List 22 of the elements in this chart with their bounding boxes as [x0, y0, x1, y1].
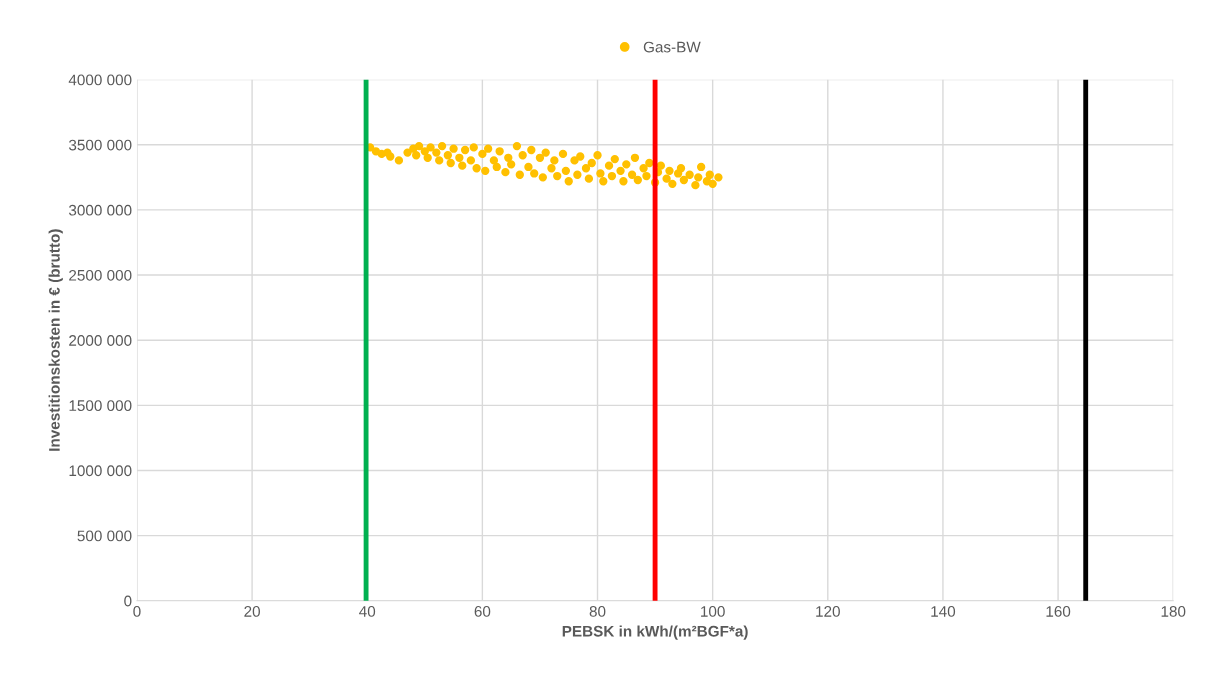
legend-label: Gas-BW — [643, 41, 701, 53]
y-tick-label: 1000 000 — [69, 465, 132, 477]
x-tick-label: 20 — [244, 606, 260, 617]
y-tick-label: 4000 000 — [68, 74, 132, 86]
x-tick-label: 120 — [816, 606, 840, 617]
x-axis-title: PEBSK in kWh/(m²BGF*a) — [562, 625, 748, 640]
x-tick-label: 60 — [474, 606, 491, 617]
x-tick-label: 140 — [931, 606, 956, 617]
x-tick-label: 100 — [701, 606, 725, 617]
x-tick-label: 80 — [589, 606, 606, 617]
x-tick-label: 40 — [359, 606, 376, 617]
x-tick-label: 160 — [1046, 606, 1071, 617]
x-tick-label: 180 — [1161, 606, 1186, 617]
x-tick-label: 0 — [133, 606, 141, 617]
y-tick-label: 3500 000 — [68, 139, 132, 151]
y-tick-label: 1500 000 — [69, 400, 132, 412]
y-tick-label: 500 000 — [77, 530, 132, 542]
y-axis-title: Investitionskosten in € (brutto) — [48, 229, 63, 451]
y-tick-label: 0 — [124, 595, 132, 607]
y-tick-label: 2000 000 — [69, 335, 132, 346]
y-tick-label: 3000 000 — [68, 204, 132, 216]
y-tick-label: 2500 000 — [69, 269, 132, 281]
